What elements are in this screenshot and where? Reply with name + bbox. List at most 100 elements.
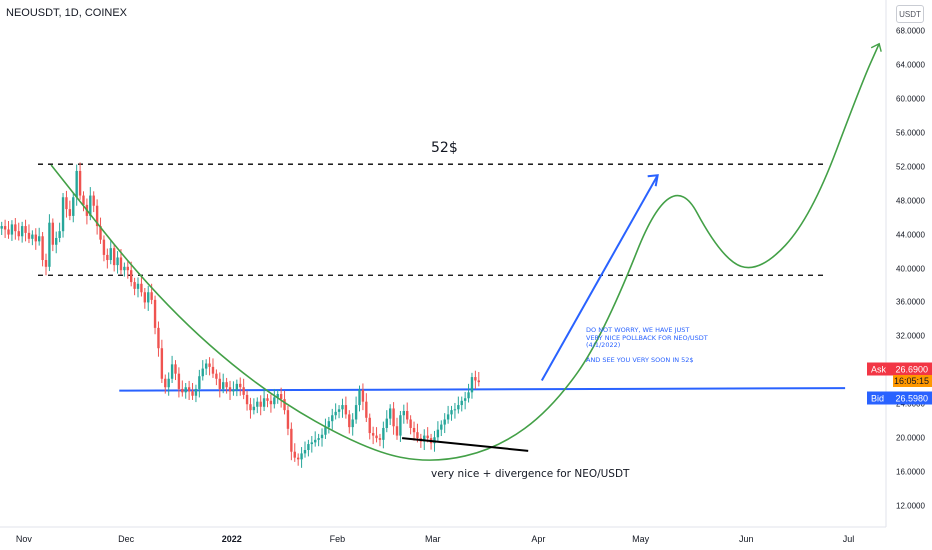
ask-label: Ask — [871, 364, 887, 374]
candle-body — [474, 377, 477, 381]
candle-body — [78, 170, 82, 196]
price-tick-label: 64.0000 — [896, 60, 925, 70]
ask-price-tag: Ask 26.6900 — [867, 362, 932, 376]
candle-body — [68, 209, 72, 216]
candle-body — [446, 414, 450, 420]
candle-body — [99, 226, 102, 240]
candle-body — [160, 348, 164, 379]
candle-body — [375, 435, 378, 439]
ask-price: 26.6900 — [895, 364, 928, 374]
candle-body — [337, 409, 341, 412]
candle-body — [252, 406, 256, 411]
candle-body — [423, 435, 426, 442]
candle-body — [242, 387, 245, 395]
candle-body — [399, 415, 402, 436]
candle-body — [14, 224, 17, 232]
candle-body — [440, 424, 443, 430]
candle-body — [354, 405, 358, 420]
candle-body — [286, 410, 290, 429]
time-tick-label: Jul — [842, 534, 855, 544]
candle-body — [20, 226, 24, 237]
candle-body — [276, 394, 279, 398]
candle-body — [157, 327, 160, 349]
candle-body — [181, 388, 184, 393]
candle-body — [320, 434, 324, 439]
projection-arrow — [540, 174, 659, 381]
candle-body — [358, 389, 361, 406]
projection-note: DO NOT WORRY, WE HAVE JUST VERY NICE POL… — [586, 326, 708, 364]
candle-body — [184, 387, 187, 393]
candle-body — [95, 205, 99, 227]
price-tick-label: 52.0000 — [896, 162, 925, 172]
candle-body — [395, 426, 399, 436]
candle-body — [72, 197, 75, 216]
candle-body — [463, 398, 467, 401]
candle-body — [164, 378, 167, 388]
candle-body — [371, 433, 375, 436]
candle-body — [436, 429, 440, 438]
time-tick-label: Jun — [739, 534, 754, 544]
candle-body — [116, 257, 119, 266]
candle-body — [239, 383, 242, 388]
time-tick-label: Nov — [15, 534, 32, 544]
candle-body — [351, 419, 354, 428]
candle-body — [143, 292, 147, 303]
candle-body — [385, 418, 388, 428]
candle-body — [17, 231, 20, 237]
candle-body — [460, 400, 463, 406]
candle-body — [126, 266, 129, 271]
candle-body — [470, 377, 474, 393]
candle-body — [273, 397, 276, 405]
candle-body — [341, 405, 344, 410]
bid-label: Bid — [871, 393, 885, 403]
candle-body — [31, 234, 34, 239]
candle-body — [443, 419, 446, 425]
candle-body — [392, 408, 395, 427]
candle-body — [147, 292, 150, 303]
candle-body — [426, 435, 429, 439]
candle-body — [235, 383, 239, 390]
candle-body — [382, 427, 385, 440]
candle-body — [245, 394, 249, 405]
candle-body — [109, 248, 112, 261]
candle-body — [409, 419, 412, 428]
price-tick-label: 48.0000 — [896, 196, 925, 206]
candle-body — [453, 409, 457, 411]
candle-body — [204, 363, 208, 369]
candle-body — [177, 373, 181, 389]
candle-body — [44, 260, 48, 267]
countdown-tag: 16:05:15 — [893, 375, 932, 387]
candle-body — [211, 366, 215, 374]
divergence-note: very nice + divergence for NEO/USDT — [431, 468, 630, 480]
candle-body — [48, 222, 51, 267]
target-label: 52$ — [431, 140, 458, 156]
candle-body — [433, 437, 436, 444]
candle-body — [194, 388, 198, 396]
symbol-title[interactable]: NEOUSDT, 1D, COINEX — [6, 7, 128, 19]
candle-body — [402, 411, 406, 416]
candle-body — [133, 282, 136, 289]
price-tick-label: 36.0000 — [896, 297, 925, 307]
candle-body — [266, 398, 269, 401]
bid-price: 26.5980 — [895, 393, 928, 403]
candle-body — [303, 450, 307, 454]
price-tick-label: 56.0000 — [896, 128, 925, 138]
candle-body — [361, 389, 365, 402]
candle-body — [58, 231, 61, 238]
candle-body — [368, 417, 371, 434]
price-tick-label: 40.0000 — [896, 264, 925, 273]
candle-body — [119, 257, 123, 271]
candle-body — [167, 378, 170, 388]
candle-body — [61, 197, 65, 232]
candle-body — [7, 229, 10, 235]
curve-arrowhead — [870, 42, 882, 52]
candle-body — [256, 401, 259, 407]
candle-body — [314, 439, 317, 443]
candle-body — [136, 283, 140, 289]
candle-body — [378, 438, 382, 440]
candle-body — [283, 399, 286, 411]
candle-body — [92, 195, 95, 206]
currency-button[interactable]: USDT — [896, 5, 924, 23]
bid-price-tag: Bid 26.5980 — [867, 391, 932, 405]
